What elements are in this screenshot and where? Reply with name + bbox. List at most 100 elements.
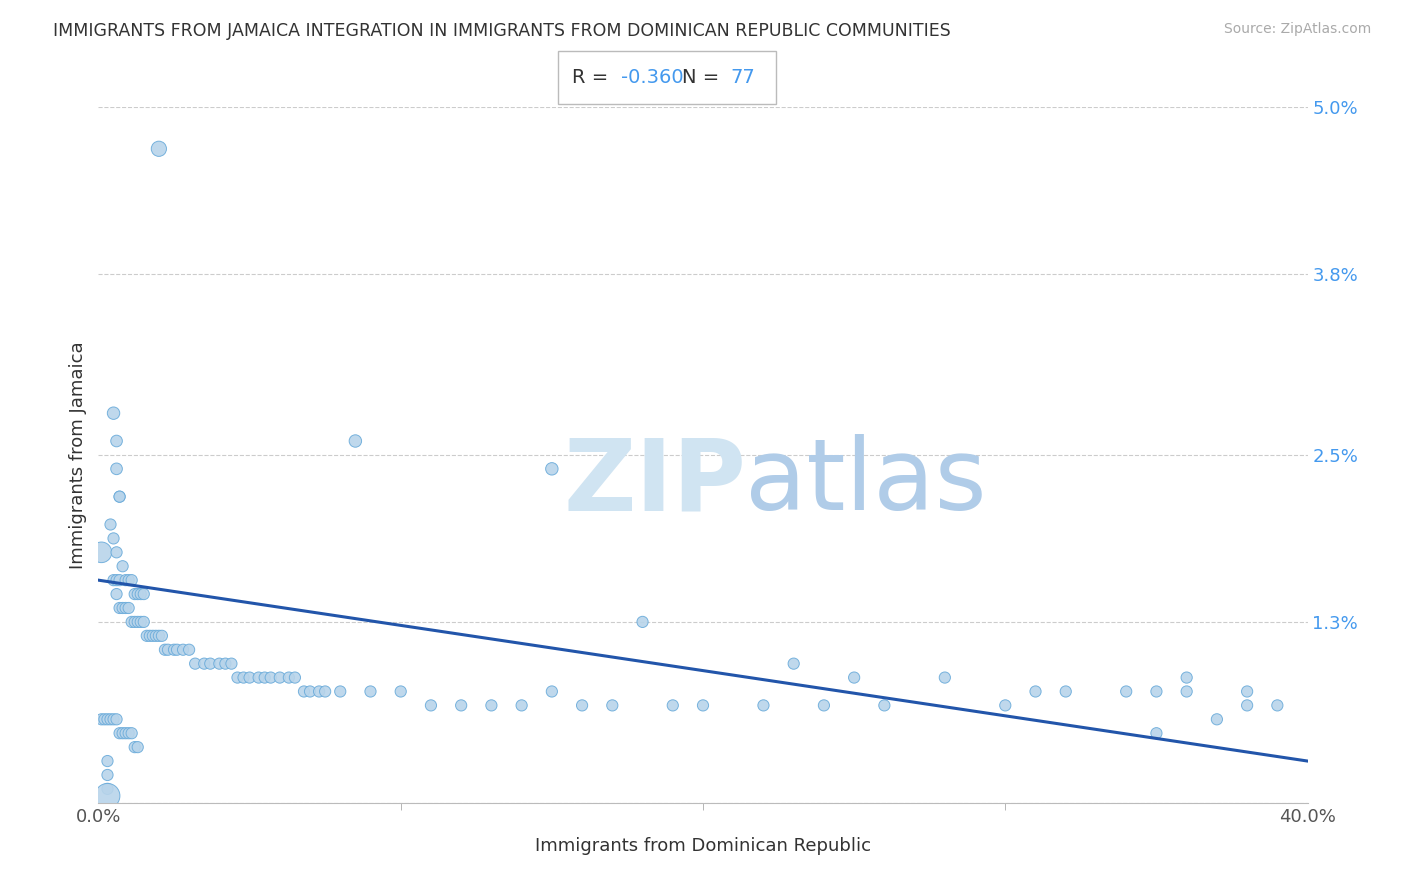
Text: IMMIGRANTS FROM JAMAICA INTEGRATION IN IMMIGRANTS FROM DOMINICAN REPUBLIC COMMUN: IMMIGRANTS FROM JAMAICA INTEGRATION IN I… (53, 22, 952, 40)
Point (124, 587, 146, 601)
Point (783, 657, 806, 671)
Point (150, 629, 173, 643)
Point (284, 671, 307, 685)
Point (90, 545, 112, 559)
Point (994, 698, 1017, 713)
Point (540, 462, 562, 476)
Point (108, 726, 131, 740)
Point (1144, 726, 1167, 740)
Point (661, 698, 683, 713)
Point (132, 615, 155, 629)
Point (108, 601, 131, 615)
Point (253, 671, 276, 685)
Point (299, 684, 322, 698)
Point (1236, 684, 1258, 698)
Point (314, 684, 336, 698)
Point (844, 671, 866, 685)
Point (260, 671, 283, 685)
Point (360, 684, 382, 698)
Point (105, 434, 128, 448)
Point (172, 642, 194, 657)
Point (510, 698, 533, 713)
Point (121, 726, 143, 740)
Point (221, 657, 243, 671)
Point (108, 490, 131, 504)
Point (105, 462, 128, 476)
Point (208, 657, 231, 671)
Point (114, 726, 136, 740)
Point (103, 532, 125, 546)
Point (540, 684, 562, 698)
Point (184, 657, 207, 671)
FancyBboxPatch shape (558, 52, 776, 103)
Point (481, 698, 503, 713)
Point (121, 573, 143, 587)
Text: N =: N = (682, 69, 725, 87)
Point (114, 601, 136, 615)
Y-axis label: Immigrants from Jamaica: Immigrants from Jamaica (69, 341, 87, 569)
Point (103, 406, 125, 420)
Point (631, 615, 654, 629)
Point (179, 642, 201, 657)
Point (124, 615, 146, 629)
Point (96, 781, 118, 796)
Point (239, 671, 262, 685)
Point (103, 573, 125, 587)
Point (96, 768, 118, 782)
Point (232, 671, 254, 685)
Point (111, 726, 134, 740)
Point (96, 754, 118, 768)
Point (308, 684, 330, 698)
Point (129, 587, 152, 601)
Point (100, 712, 122, 726)
Point (135, 629, 157, 643)
Point (166, 642, 188, 657)
Point (934, 671, 956, 685)
Point (571, 698, 593, 713)
Point (277, 671, 299, 685)
Point (1144, 684, 1167, 698)
Point (1175, 684, 1198, 698)
Point (344, 434, 367, 448)
Point (1267, 698, 1289, 713)
Point (132, 587, 155, 601)
Point (90, 712, 112, 726)
Point (96, 789, 118, 803)
Point (247, 671, 270, 685)
Point (105, 545, 128, 559)
Point (127, 615, 149, 629)
Point (118, 726, 141, 740)
Point (813, 698, 835, 713)
Point (214, 657, 236, 671)
Point (121, 615, 143, 629)
Point (108, 573, 131, 587)
Point (100, 517, 122, 532)
Point (124, 740, 146, 755)
Point (226, 671, 249, 685)
Point (148, 142, 170, 156)
Point (96, 712, 118, 726)
Point (1054, 684, 1077, 698)
Point (105, 712, 128, 726)
Point (148, 629, 170, 643)
Point (269, 671, 291, 685)
Point (873, 698, 896, 713)
Point (129, 615, 152, 629)
Point (752, 698, 775, 713)
Point (127, 587, 149, 601)
X-axis label: Immigrants from Dominican Republic: Immigrants from Dominican Republic (536, 837, 870, 855)
Point (163, 642, 186, 657)
Point (105, 573, 128, 587)
Point (145, 629, 167, 643)
Point (111, 559, 134, 574)
Point (1206, 712, 1229, 726)
Point (103, 712, 125, 726)
Text: R =: R = (572, 69, 614, 87)
Point (127, 740, 149, 755)
Point (200, 657, 222, 671)
Point (1115, 684, 1137, 698)
Point (111, 601, 134, 615)
Text: atlas: atlas (745, 434, 987, 532)
Point (139, 629, 162, 643)
Point (118, 601, 141, 615)
